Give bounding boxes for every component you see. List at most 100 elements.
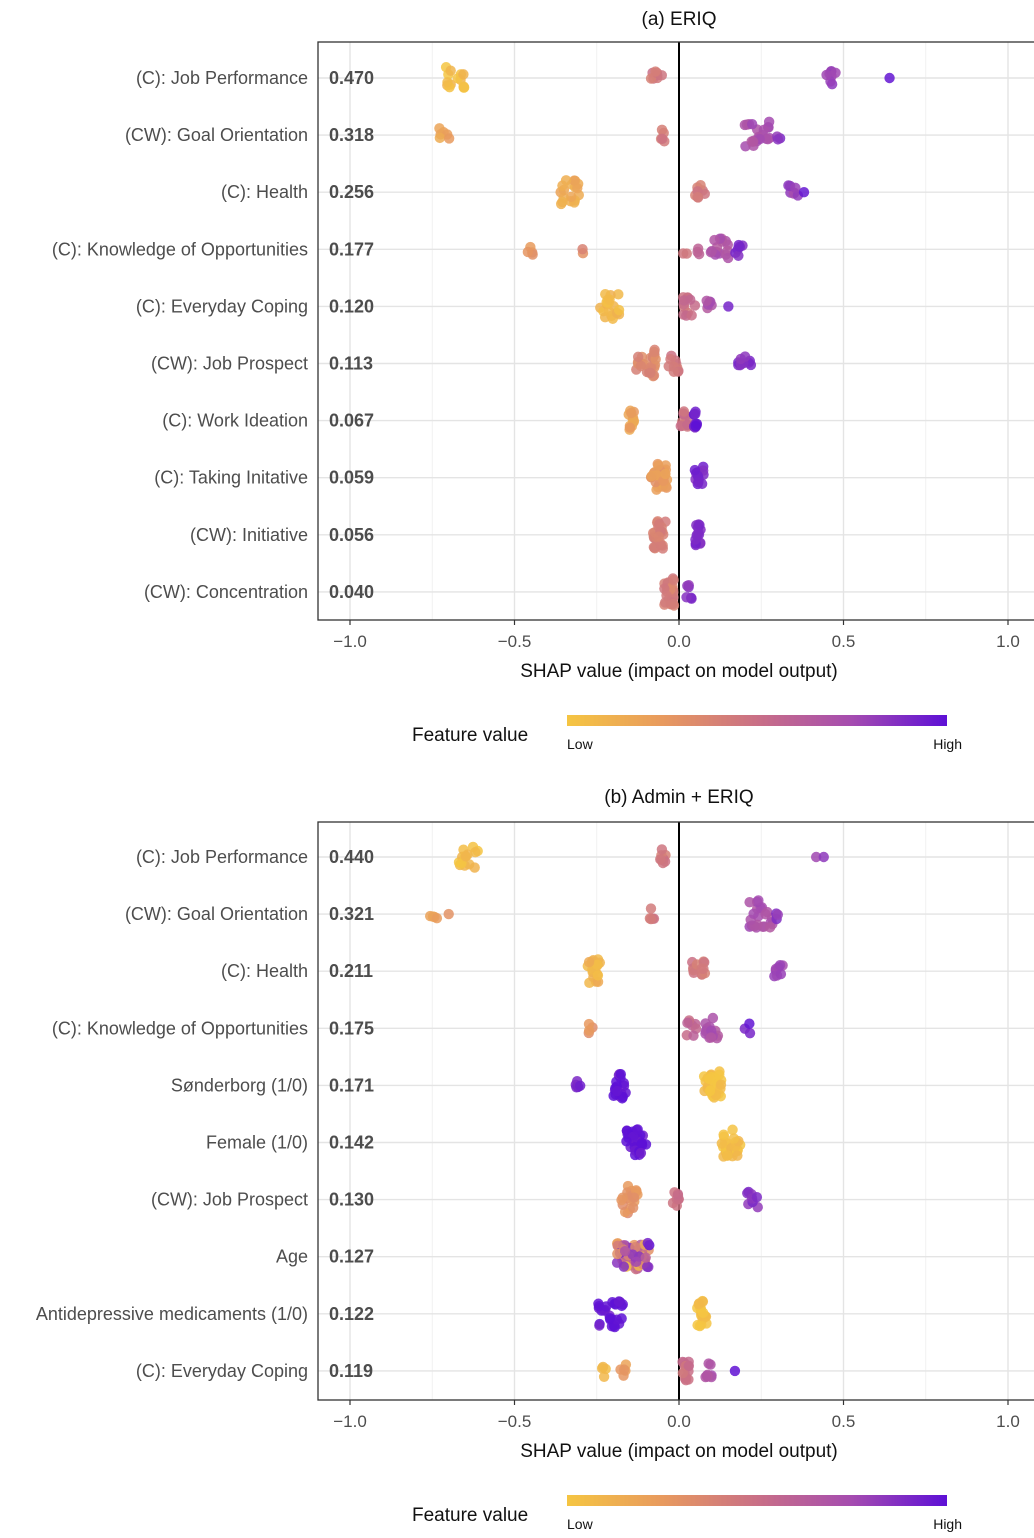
- shap-point: [685, 294, 696, 305]
- shap-point: [672, 1190, 684, 1201]
- feature-importance: 0.113: [329, 354, 373, 374]
- shap-point: [653, 521, 664, 532]
- feature-importance: 0.059: [329, 468, 374, 488]
- shap-point: [692, 1319, 703, 1331]
- panel-b-x-axis-label: SHAP value (impact on model output): [520, 1441, 838, 1462]
- shap-point: [704, 1073, 715, 1085]
- shap-point: [572, 182, 583, 194]
- shap-point: [746, 118, 758, 130]
- shap-point: [715, 1079, 727, 1090]
- shap-point: [592, 970, 604, 981]
- panel-a-feature-rows: (C): Job Performance 0.470 (CW): Goal Orie…: [52, 68, 374, 602]
- shap-point: [753, 895, 764, 906]
- shap-point: [693, 248, 705, 260]
- shap-point: [470, 847, 481, 858]
- shap-point: [681, 248, 692, 259]
- shap-point: [458, 69, 469, 80]
- shap-point: [431, 912, 443, 924]
- feature-importance: 0.256: [329, 182, 374, 202]
- shap-point: [596, 1363, 608, 1374]
- shap-point: [592, 959, 603, 971]
- shap-point: [469, 862, 480, 873]
- feature-label: Age: [276, 1247, 308, 1267]
- feature-label: (CW): Goal Orientation: [125, 125, 308, 145]
- shap-point: [642, 1261, 653, 1272]
- shap-point: [443, 908, 454, 920]
- shap-point: [661, 590, 672, 601]
- shap-point: [660, 468, 671, 480]
- x-tick-label: −1.0: [333, 632, 367, 651]
- shap-point: [764, 922, 776, 933]
- shap-point: [632, 1124, 643, 1135]
- panel-b-legend-gradient: [567, 1495, 947, 1506]
- shap-point: [653, 531, 664, 542]
- feature-label: (C): Job Performance: [136, 847, 308, 867]
- feature-importance: 0.130: [329, 1190, 374, 1210]
- shap-point: [603, 306, 615, 317]
- feature-label: (C): Knowledge of Opportunities: [52, 239, 308, 259]
- shap-point: [689, 464, 701, 476]
- panel-a-legend-low: Low: [567, 736, 594, 752]
- shap-point: [681, 592, 692, 603]
- panel-a-legend: Feature value Low High: [412, 715, 962, 752]
- shap-point: [678, 406, 690, 417]
- panel-b-feature-rows: (C): Job Performance 0.440 (CW): Goal Orie…: [36, 847, 374, 1381]
- shap-point: [734, 241, 746, 253]
- feature-label: (CW): Concentration: [144, 582, 308, 602]
- shap-point: [677, 1367, 689, 1379]
- shap-point: [688, 1030, 699, 1041]
- x-tick-label: 0.5: [832, 632, 856, 651]
- shap-point: [884, 72, 895, 84]
- panel-b-legend-title: Feature value: [412, 1505, 528, 1526]
- shap-point: [821, 69, 832, 81]
- feature-label: Antidepressive medicaments (1/0): [36, 1304, 308, 1324]
- shap-point: [739, 351, 751, 362]
- panel-b-title: (b) Admin + ERIQ: [604, 787, 753, 808]
- feature-label: Sønderborg (1/0): [171, 1075, 308, 1095]
- feature-importance: 0.211: [329, 961, 373, 981]
- shap-point: [694, 519, 705, 531]
- shap-point: [649, 346, 660, 358]
- shap-point: [619, 1245, 631, 1257]
- feature-importance: 0.318: [329, 125, 374, 145]
- shap-point: [646, 470, 658, 482]
- shap-point: [697, 1296, 709, 1307]
- shap-point: [772, 134, 784, 145]
- shap-point: [698, 963, 709, 974]
- shap-point: [557, 180, 568, 191]
- shap-point: [626, 407, 637, 419]
- x-tick-label: −0.5: [498, 632, 532, 651]
- shap-point: [611, 1085, 623, 1097]
- shap-point: [583, 1025, 595, 1036]
- shap-point: [616, 1194, 627, 1206]
- shap-point: [645, 367, 656, 379]
- feature-label: (C): Knowledge of Opportunities: [52, 1018, 308, 1038]
- shap-point: [716, 1138, 728, 1149]
- feature-label: (C): Health: [221, 961, 308, 981]
- shap-point: [723, 301, 734, 312]
- feature-importance: 0.171: [329, 1075, 374, 1095]
- feature-label: (C): Everyday Coping: [136, 296, 308, 316]
- shap-point: [706, 245, 717, 257]
- panel-a-plot: [317, 41, 1034, 621]
- panel-a-legend-gradient: [567, 715, 947, 726]
- shap-point: [655, 539, 667, 551]
- feature-label: (CW): Goal Orientation: [125, 904, 308, 924]
- shap-point: [555, 198, 567, 210]
- shap-point: [696, 478, 708, 490]
- feature-importance: 0.470: [329, 68, 374, 88]
- shap-point: [442, 77, 453, 88]
- shap-point: [758, 124, 770, 136]
- shap-point: [656, 844, 668, 855]
- feature-importance: 0.120: [329, 296, 374, 316]
- shap-point: [733, 250, 744, 261]
- shap-point: [434, 123, 445, 134]
- x-tick-label: 0.0: [667, 1412, 691, 1431]
- feature-label: (C): Work Ideation: [162, 411, 308, 431]
- shap-point: [690, 408, 701, 420]
- shap-point: [604, 1312, 616, 1324]
- panel-a: (a) ERIQ (C): Job Performance 0.470 (CW): …: [52, 9, 1034, 752]
- shap-point: [657, 133, 668, 145]
- shap-point: [434, 132, 446, 144]
- panel-a-x-axis-label: SHAP value (impact on model output): [520, 661, 838, 682]
